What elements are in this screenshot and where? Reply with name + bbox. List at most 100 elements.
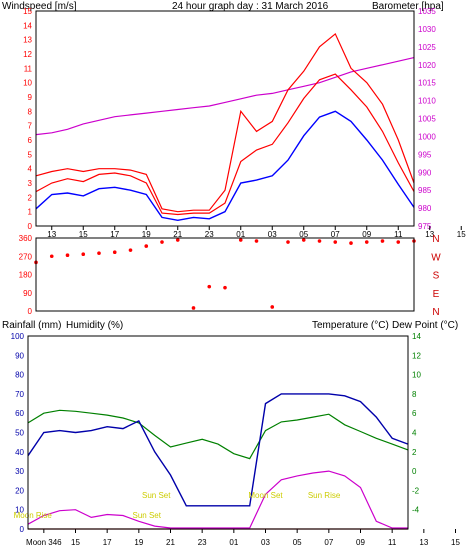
- rainfall-axis-title: Rainfall (mm): [2, 320, 61, 331]
- average-wind-line: [35, 110, 415, 222]
- humidity-y-tick-label: 30: [15, 467, 24, 476]
- humidity-line: [27, 393, 409, 507]
- panel1-frame: [35, 10, 415, 227]
- humidity-temperature-panel: 0102030405060708090100-4-202468101214Moo…: [11, 332, 461, 547]
- baro-y-tick-label: 1000: [418, 132, 436, 141]
- humidity-y-tick-label: 50: [15, 429, 24, 438]
- panel1-x-tick-label: 03: [268, 230, 277, 239]
- baro-y-tick-label: 1035: [418, 7, 436, 16]
- humidity-y-tick-label: 70: [15, 390, 24, 399]
- chart-title: 24 hour graph day : 31 March 2016: [172, 1, 329, 12]
- baro-y-tick-label: 995: [418, 150, 432, 159]
- compass-label: E: [433, 289, 440, 300]
- wind-y-tick-label: 2: [28, 193, 33, 202]
- wind-y-tick-label: 6: [28, 136, 33, 145]
- temperature-axis-title: Temperature (°C): [312, 320, 389, 331]
- humidity-y-tick-label: 60: [15, 409, 24, 418]
- panel1-x-tick-label: 23: [205, 230, 214, 239]
- baro-y-tick-label: 1005: [418, 115, 436, 124]
- compass-label: N: [432, 234, 439, 245]
- wind-barometer-panel: 0123456789101112131415975980985990995100…: [23, 7, 466, 239]
- direction-point: [128, 248, 133, 252]
- humidity-y-tick-label: 20: [15, 486, 24, 495]
- direction-point: [364, 240, 369, 244]
- barometer-line: [35, 57, 415, 136]
- panel3-x-tick-label: 17: [103, 538, 112, 547]
- wind-y-tick-label: 7: [28, 122, 33, 131]
- windspeed-axis-title: Windspeed [m/s]: [2, 1, 77, 12]
- panel3-x-tick-label: 19: [134, 538, 143, 547]
- wind-y-tick-label: 0: [28, 222, 33, 231]
- panel1-x-tick-label: 19: [142, 230, 151, 239]
- gust-line: [35, 32, 415, 213]
- direction-point: [301, 238, 306, 242]
- direction-point: [349, 241, 353, 245]
- panel3-x-tick-label: 15: [451, 538, 460, 547]
- humidity-y-tick-label: 0: [20, 525, 25, 534]
- direction-point: [396, 240, 401, 244]
- temp-y-tick-label: 14: [412, 332, 421, 341]
- direction-point: [333, 240, 338, 244]
- direction-point: [97, 251, 101, 256]
- temp-y-tick-label: -2: [412, 486, 420, 495]
- temp-y-tick-label: -4: [412, 506, 420, 515]
- temperature-line: [27, 409, 409, 460]
- wind-y-tick-label: 9: [28, 93, 33, 102]
- humidity-y-tick-label: 10: [15, 506, 24, 515]
- event-label: Sun Set: [133, 511, 162, 520]
- panel3-x-tick-label: 23: [198, 538, 207, 547]
- baro-y-tick-label: 1030: [418, 25, 436, 34]
- direction-point: [49, 254, 54, 259]
- direction-point: [238, 238, 243, 242]
- wind-y-tick-label: 15: [23, 7, 32, 16]
- wind-y-tick-label: 8: [28, 107, 33, 116]
- baro-y-tick-label: 975: [418, 222, 432, 231]
- baro-y-tick-label: 1010: [418, 97, 436, 106]
- wind-y-tick-label: 11: [24, 64, 33, 73]
- direction-y-tick-label: 180: [19, 271, 33, 280]
- panel3-frame: [27, 335, 409, 530]
- event-label: Moon Set: [248, 491, 283, 500]
- wind-y-tick-label: 4: [28, 165, 33, 174]
- direction-point: [270, 305, 275, 309]
- panel1-x-tick-label: 15: [457, 230, 466, 239]
- direction-point: [65, 253, 70, 258]
- humidity-axis-title: Humidity (%): [66, 320, 123, 331]
- panel1-x-tick-label: 01: [236, 230, 245, 239]
- panel3-x-tick-label: 07: [324, 538, 333, 547]
- direction-point: [81, 252, 86, 257]
- wind-y-tick-label: 1: [28, 208, 33, 217]
- panel1-x-tick-label: 11: [394, 230, 403, 239]
- compass-label: W: [431, 252, 441, 263]
- panel3-x-tick-label: 09: [356, 538, 365, 547]
- panel1-x-tick-label: 21: [173, 230, 182, 239]
- temp-y-tick-label: 6: [412, 409, 417, 418]
- compass-label: S: [433, 271, 440, 282]
- direction-point: [223, 285, 227, 290]
- panel1-x-tick-label: 17: [110, 230, 119, 239]
- direction-point: [144, 244, 149, 248]
- panel3-x-tick-label: 21: [166, 538, 175, 547]
- panel1-x-tick-label: 09: [362, 230, 371, 239]
- event-label: Moon Rise: [14, 511, 53, 520]
- baro-y-tick-label: 985: [418, 186, 432, 195]
- baro-y-tick-label: 1025: [418, 43, 436, 52]
- baro-y-tick-label: 980: [418, 204, 432, 213]
- wind-y-tick-label: 5: [28, 150, 33, 159]
- direction-point: [112, 250, 117, 254]
- humidity-y-tick-label: 90: [15, 351, 24, 360]
- panel3-x-tick-label: 15: [71, 538, 80, 547]
- dewpoint-line: [27, 470, 408, 529]
- direction-point: [254, 239, 259, 243]
- temp-y-tick-label: 8: [412, 390, 417, 399]
- temp-y-tick-label: 4: [412, 429, 417, 438]
- humidity-y-tick-label: 80: [15, 371, 24, 380]
- panel1-x-tick-label: 15: [79, 230, 88, 239]
- panel2-frame: [35, 237, 415, 312]
- baro-y-tick-label: 990: [418, 168, 432, 177]
- direction-point: [207, 284, 212, 289]
- temp-y-tick-label: 10: [412, 371, 421, 380]
- event-label: Sun Rise: [308, 491, 341, 500]
